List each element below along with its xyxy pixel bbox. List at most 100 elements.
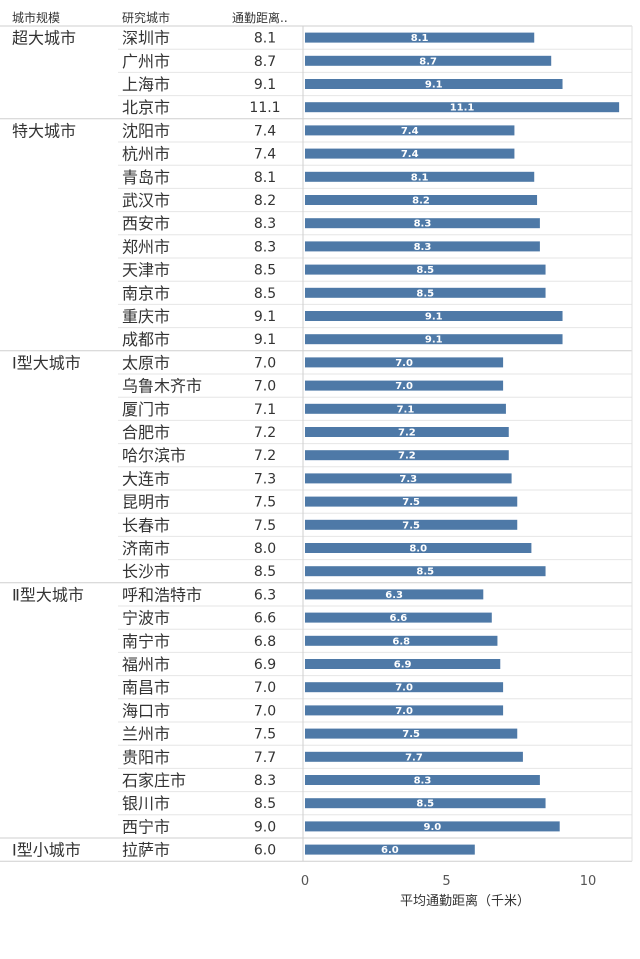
bar-data-label: 7.4 — [401, 149, 419, 160]
group-label: 特大城市 — [12, 121, 76, 140]
header-research-city: 研究城市 — [122, 10, 170, 25]
x-tick-label: 5 — [442, 874, 450, 889]
bar-data-label: 7.2 — [398, 451, 416, 462]
city-label: 长沙市 — [122, 562, 170, 581]
bar — [305, 264, 546, 275]
bar-data-label: 9.1 — [425, 335, 443, 346]
bar — [305, 798, 546, 809]
value-label: 8.0 — [254, 541, 276, 557]
value-label: 6.8 — [254, 634, 276, 650]
bar-data-label: 7.2 — [398, 428, 416, 439]
x-axis-title: 平均通勤距离（千米） — [400, 893, 530, 909]
value-label: 9.0 — [254, 819, 276, 835]
bar — [305, 543, 532, 553]
x-axis: 0 5 10 — [301, 874, 596, 889]
value-label: 7.5 — [254, 495, 276, 511]
bar-data-label: 8.3 — [414, 219, 432, 230]
bar-data-label: 8.2 — [412, 196, 430, 207]
bar — [305, 171, 535, 182]
bar — [305, 218, 540, 229]
city-label: 济南市 — [122, 539, 170, 558]
city-label: 广州市 — [122, 52, 170, 71]
bar — [305, 241, 540, 252]
bar-data-label: 8.7 — [419, 56, 437, 67]
value-label: 6.0 — [254, 843, 276, 859]
chart-rows: 超大城市 深圳市 8.1 8.1 广州市 8.7 8.7 上海市 9.1 9.1 北京市 11.1 11… — [0, 25, 633, 862]
bar — [305, 403, 506, 414]
bar-data-label: 7.4 — [401, 126, 419, 137]
bar — [305, 682, 504, 693]
bar — [305, 751, 523, 762]
bar-data-label: 7.7 — [405, 752, 423, 763]
bar — [305, 589, 484, 600]
city-label: 哈尔滨市 — [122, 446, 186, 465]
value-label: 7.7 — [254, 750, 276, 766]
value-label: 7.2 — [254, 425, 276, 441]
value-label: 8.2 — [254, 193, 276, 209]
bar — [305, 102, 620, 113]
bar-data-label: 8.1 — [411, 33, 429, 44]
value-label: 7.0 — [254, 703, 276, 719]
city-label: 呼和浩特市 — [122, 585, 202, 604]
bar — [305, 705, 504, 716]
bar-data-label: 11.1 — [450, 103, 475, 114]
value-label: 6.9 — [254, 657, 276, 673]
city-label: 拉萨市 — [122, 841, 170, 860]
bar — [305, 334, 563, 345]
value-label: 7.4 — [254, 123, 276, 139]
city-label: 昆明市 — [122, 493, 170, 512]
value-label: 9.1 — [254, 332, 276, 348]
value-label: 6.3 — [254, 587, 276, 603]
city-label: 西安市 — [122, 214, 170, 233]
city-label: 青岛市 — [122, 168, 170, 187]
bar-data-label: 6.8 — [392, 636, 410, 647]
bar — [305, 473, 512, 484]
city-label: 海口市 — [122, 701, 170, 720]
city-label: 沈阳市 — [122, 121, 170, 140]
city-label: 石家庄市 — [122, 771, 186, 790]
bar — [305, 519, 518, 530]
city-label: 上海市 — [122, 75, 170, 94]
bar — [305, 427, 509, 437]
value-label: 7.3 — [254, 471, 276, 487]
city-label: 西宁市 — [122, 817, 170, 836]
x-tick-label: 10 — [580, 874, 597, 889]
bar — [305, 195, 538, 205]
city-label: 北京市 — [122, 98, 170, 117]
bar — [305, 450, 509, 461]
bar-data-label: 9.1 — [425, 312, 443, 323]
city-label: 兰州市 — [122, 725, 170, 744]
bar-data-label: 7.0 — [395, 683, 413, 694]
bar — [305, 311, 563, 321]
bar-data-label: 9.0 — [423, 822, 441, 833]
bar-data-label: 6.0 — [381, 845, 399, 856]
city-label: 郑州市 — [122, 237, 170, 256]
bar — [305, 566, 546, 577]
city-label: 太原市 — [122, 353, 170, 372]
value-label: 7.5 — [254, 518, 276, 534]
group-label: Ⅰ型小城市 — [12, 841, 81, 860]
bar — [305, 496, 518, 507]
bar — [305, 775, 540, 785]
value-label: 11.1 — [249, 100, 280, 116]
value-label: 8.5 — [254, 796, 276, 812]
bar — [305, 287, 546, 298]
value-label: 9.1 — [254, 309, 276, 325]
bar — [305, 612, 492, 623]
city-label: 杭州市 — [122, 145, 170, 164]
city-label: 合肥市 — [122, 423, 170, 442]
bar-data-label: 8.5 — [416, 265, 434, 276]
value-label: 7.1 — [254, 402, 276, 418]
bar — [305, 635, 498, 646]
bar-data-label: 8.1 — [411, 172, 429, 183]
bar-data-label: 7.1 — [397, 404, 415, 415]
bar — [305, 55, 552, 66]
city-label: 成都市 — [122, 330, 170, 349]
city-label: 贵阳市 — [122, 748, 170, 767]
city-label: 南昌市 — [122, 678, 170, 697]
value-label: 8.1 — [254, 31, 276, 47]
bar — [305, 728, 518, 739]
bar-data-label: 8.3 — [414, 242, 432, 253]
value-label: 8.5 — [254, 564, 276, 580]
